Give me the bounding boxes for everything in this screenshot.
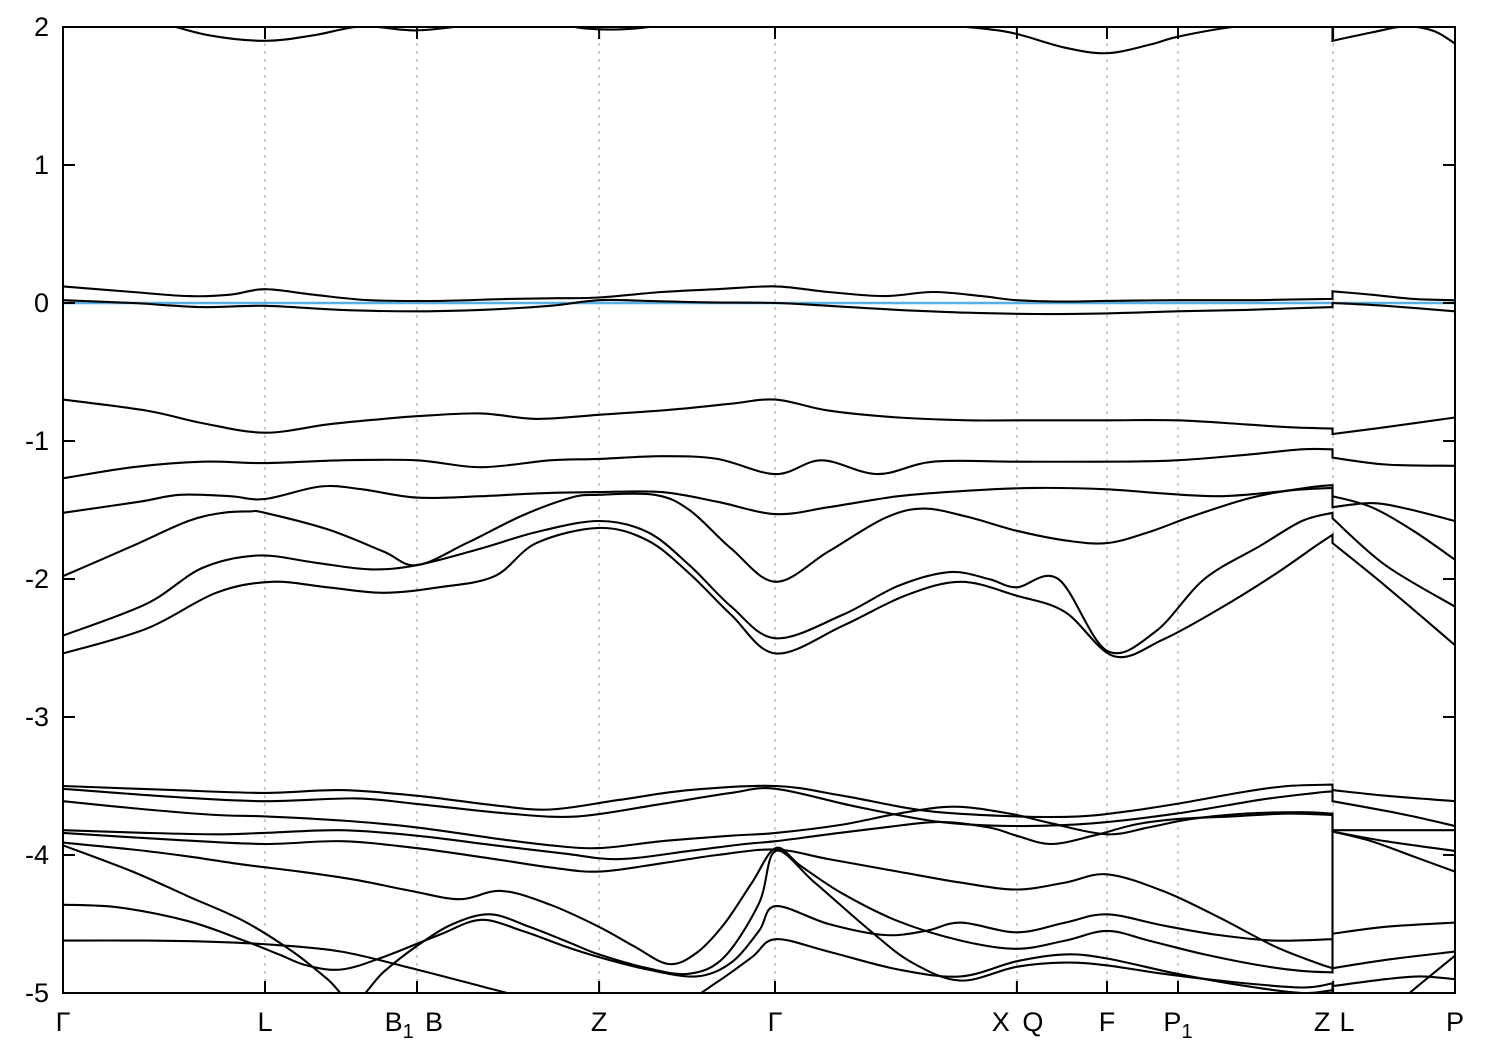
band-16: [63, 844, 1455, 993]
band-14: [63, 830, 1455, 970]
band-06: [63, 484, 1455, 523]
band-10: [63, 783, 1455, 819]
band-07: [63, 486, 1455, 583]
band-04: [63, 398, 1455, 436]
band-13: [63, 812, 1455, 873]
band-17: [63, 903, 1455, 978]
x-axis-label: F: [1099, 1007, 1116, 1037]
y-tick-label: -5: [25, 978, 49, 1008]
band-08: [63, 511, 1455, 655]
x-axis-label: Q: [1022, 1007, 1043, 1037]
band-12: [63, 800, 1455, 850]
x-axis-label: B1: [385, 1007, 414, 1043]
y-tick-label: -1: [25, 426, 49, 456]
y-tick-label: 1: [34, 150, 49, 180]
band-03-fermi-lower: [63, 298, 1455, 316]
y-tick-label: 0: [34, 288, 49, 318]
y-tick-label: -4: [25, 840, 49, 870]
x-axis-label: X: [992, 1007, 1010, 1037]
y-tick-label: 2: [34, 12, 49, 42]
x-axis-label: Γ: [768, 1007, 783, 1037]
band-18: [63, 938, 1455, 993]
y-tick-label: -3: [25, 702, 49, 732]
x-axis-label: P1: [1163, 1007, 1192, 1043]
band-01-conduction: [172, 27, 1455, 55]
x-axis-label: P: [1446, 1007, 1464, 1037]
x-axis-label: L: [1339, 1007, 1354, 1037]
plot-frame: [62, 26, 1456, 994]
band-11: [63, 787, 1455, 828]
y-tick-label: -2: [25, 564, 49, 594]
band-09: [63, 526, 1455, 659]
bands-group: [63, 27, 1455, 993]
x-axis-label: Z: [591, 1007, 608, 1037]
band-02-fermi-upper: [63, 285, 1455, 303]
x-axis-label: B: [425, 1007, 443, 1037]
x-axis-label: Γ: [56, 1007, 71, 1037]
x-axis-label: Z: [1314, 1007, 1331, 1037]
band-05: [63, 447, 1455, 480]
x-axis-label: L: [257, 1007, 272, 1037]
band-15: [63, 841, 1455, 974]
